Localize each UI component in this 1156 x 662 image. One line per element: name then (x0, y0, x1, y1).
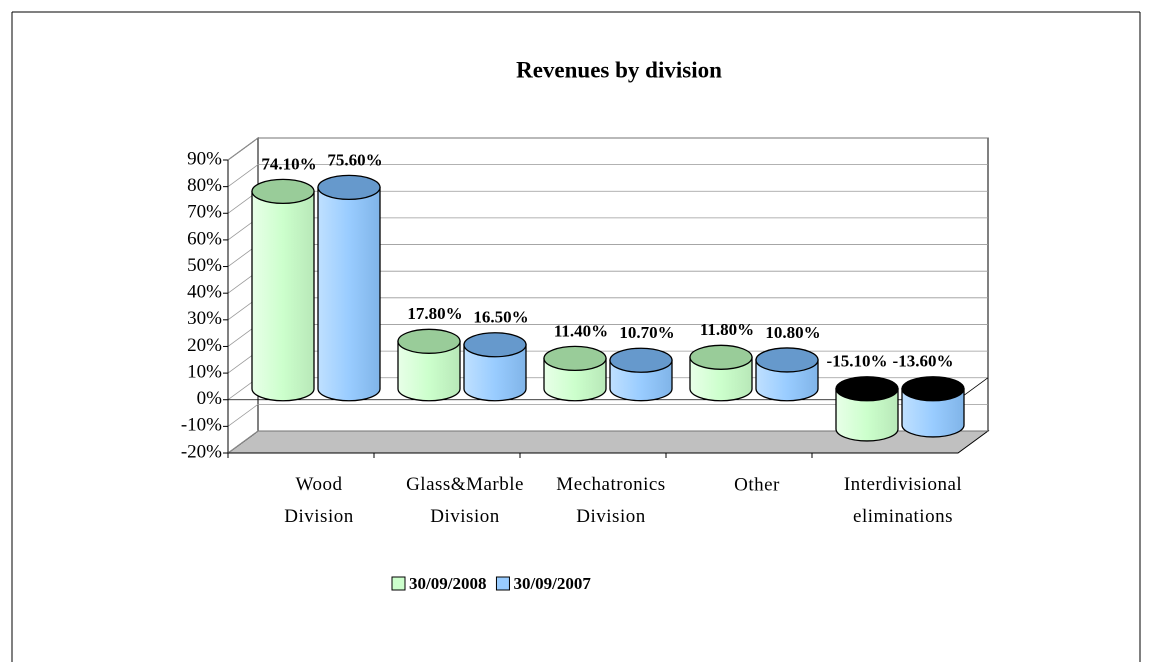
cylinder (463, 344, 527, 402)
cylinder-top (689, 344, 753, 370)
cylinder-top (463, 332, 527, 358)
cylinder (901, 388, 965, 438)
y-tick-label: 80% (187, 175, 222, 196)
legend-swatch (495, 576, 510, 591)
value-label: -15.10% (827, 352, 888, 371)
y-tick-label: 20% (187, 335, 222, 356)
y-tick-label: 70% (187, 202, 222, 223)
grid-line (227, 430, 988, 454)
legend-label: 30/09/2007 (513, 574, 591, 593)
x-tick-label: Interdivisional eliminations (844, 474, 962, 527)
y-tick-label: -20% (181, 441, 222, 462)
y-tick-label: -10% (181, 415, 222, 436)
y-tick-label: 40% (187, 282, 222, 303)
cylinder-top (609, 347, 673, 373)
cylinder-top (835, 376, 899, 402)
cylinder-top (543, 345, 607, 372)
x-tick-label: Glass&Marble Division (406, 474, 524, 527)
x-tick-label: Other (734, 474, 780, 495)
legend-swatch (391, 576, 406, 591)
cylinder (317, 186, 381, 402)
cylinder-top (755, 347, 819, 373)
y-tick-label: 50% (187, 255, 222, 276)
grid-line (227, 164, 988, 187)
chart-title: Revenues by division (516, 57, 722, 82)
cylinder (251, 190, 315, 402)
grid-line (227, 403, 988, 427)
y-tick-label: 60% (187, 228, 222, 249)
x-tick-label: Mechatronics Division (556, 474, 665, 527)
y-tick-label: 90% (187, 148, 222, 169)
grid-line (227, 137, 988, 161)
legend-label: 30/09/2008 (409, 574, 486, 593)
value-label: 10.70% (619, 323, 674, 342)
cylinder-top (397, 328, 461, 354)
cylinder (397, 340, 461, 402)
value-label: -13.60% (893, 352, 954, 371)
y-tick-label: 10% (187, 361, 222, 382)
value-label: 75.60% (327, 150, 382, 169)
value-label: 16.50% (473, 308, 528, 327)
value-label: 74.10% (261, 154, 316, 173)
value-label: 17.80% (407, 304, 462, 323)
cylinder (835, 388, 899, 442)
x-tick-label: Wood Division (284, 474, 353, 527)
value-label: 11.80% (700, 320, 754, 339)
cylinder-top (251, 178, 315, 205)
cylinder-top (317, 174, 381, 201)
cylinder-top (901, 376, 965, 402)
y-tick-label: 30% (187, 308, 222, 329)
y-tick-label: 0% (197, 388, 223, 409)
value-label: 10.80% (765, 323, 820, 342)
value-label: 11.40% (554, 321, 608, 340)
